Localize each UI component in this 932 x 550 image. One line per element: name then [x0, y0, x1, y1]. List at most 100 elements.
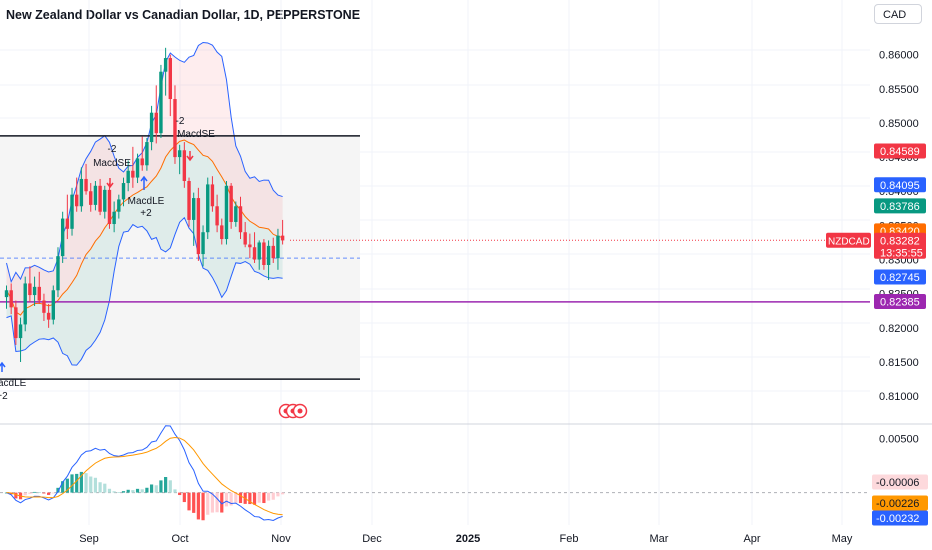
time-tick-label: Oct: [171, 533, 188, 545]
time-tick-label: Mar: [650, 533, 669, 545]
candle: [79, 178, 84, 207]
time-tick-label: Dec: [362, 533, 382, 545]
macd-histogram-bar: [206, 492, 210, 515]
candle: [234, 206, 238, 222]
macd-histogram-bar: [182, 492, 186, 503]
macd-histogram-bar: [14, 492, 18, 499]
candle: [46, 312, 51, 320]
price-badge-value: 0.83282: [880, 235, 920, 247]
macd-histogram-bar: [93, 477, 98, 493]
annotation-label: MacdSE: [177, 129, 215, 140]
candle: [93, 185, 98, 205]
macd-histogram-bar: [107, 488, 112, 493]
event-markers: [278, 403, 308, 419]
candle: [210, 184, 215, 207]
macd-histogram-bar: [32, 491, 37, 493]
annotation-label: +2: [140, 208, 152, 219]
price-badge-value: 0.82745: [880, 272, 920, 284]
macd-histogram-bar: [89, 476, 93, 493]
macd-badge: [872, 510, 928, 526]
symbol-badge: [826, 232, 871, 248]
macd-histogram-bar: [187, 492, 191, 511]
candle: [65, 218, 70, 229]
candle: [192, 198, 196, 220]
macd-histogram-bar: [229, 492, 233, 506]
candle: [28, 283, 32, 296]
candle: [257, 242, 261, 260]
price-tick-label: 0.85000: [879, 118, 919, 130]
price-tick-label: 0.85500: [879, 84, 919, 96]
candle: [201, 232, 205, 255]
macd-histogram-bar: [56, 487, 60, 493]
macd-histogram-bar: [257, 492, 261, 503]
price-badge: [874, 143, 926, 159]
candle: [9, 290, 13, 308]
macd-histogram-bar: [117, 491, 121, 493]
price-badge-value: 0.84095: [880, 180, 920, 192]
macd-histogram-bar: [159, 480, 163, 493]
candle: [215, 206, 219, 226]
candle: [42, 300, 46, 313]
annotation-label: -2: [176, 116, 185, 127]
currency-button[interactable]: CAD: [874, 4, 922, 24]
macd-histogram-bar: [271, 492, 275, 500]
macd-histogram-bar: [154, 485, 158, 493]
candle: [23, 283, 27, 325]
time-tick-label: May: [832, 533, 853, 545]
event-marker-dot: [297, 408, 303, 414]
candle: [238, 206, 243, 233]
macd-histogram-bar: [276, 492, 280, 497]
time-tick-label: Sep: [79, 533, 99, 545]
short-arrow-icon: [106, 178, 114, 189]
signal-line: [6, 436, 283, 516]
candle: [224, 185, 229, 240]
horizontal-lines: [0, 135, 870, 380]
candle: [75, 194, 79, 207]
candle: [135, 158, 140, 178]
time-tick-label: Apr: [743, 533, 760, 545]
macd-histogram-bar: [248, 492, 252, 505]
upper-band-line: [6, 41, 283, 284]
candle: [262, 242, 266, 266]
candle: [248, 244, 252, 248]
macd-histogram-bar: [79, 471, 83, 493]
price-badge-value: 0.83786: [880, 201, 920, 213]
macd-badge: [872, 495, 928, 511]
macd-tick-label: 0.00500: [879, 434, 919, 446]
price-badge-countdown: 13:35:55: [880, 247, 923, 259]
macd-histogram-bar: [201, 492, 205, 521]
candle: [182, 150, 187, 181]
macd-histogram-bar: [252, 492, 257, 505]
annotation-label: +2: [0, 391, 8, 402]
candle: [173, 99, 177, 158]
macd-histogram-bar: [164, 477, 168, 493]
macd-histogram-bar: [51, 492, 55, 494]
candle: [229, 185, 233, 222]
macd-histogram-bar: [70, 474, 74, 493]
candle: [60, 218, 65, 257]
macd-histogram-bar: [75, 473, 79, 493]
candle: [107, 189, 112, 225]
candle: [103, 189, 107, 212]
macd-histogram-bar: [135, 488, 140, 493]
candle: [154, 112, 158, 134]
time-tick-label: 2025: [456, 533, 480, 545]
candle: [206, 184, 210, 233]
macd-histogram-bar: [215, 492, 219, 513]
long-arrow-icon: [140, 175, 148, 190]
candle: [168, 58, 172, 100]
range-box: [0, 135, 360, 380]
annotation-label: MacdLE: [0, 378, 27, 389]
candle: [159, 71, 163, 134]
macd-histogram-bar: [103, 483, 107, 493]
candle: [56, 256, 60, 291]
candle: [89, 191, 93, 205]
candle: [163, 58, 168, 72]
macd-histogram-bar: [112, 491, 116, 493]
candle: [140, 158, 144, 166]
macd-histogram-bar: [37, 492, 41, 493]
candle: [252, 247, 257, 260]
candle: [112, 211, 116, 225]
candle: [276, 235, 280, 259]
